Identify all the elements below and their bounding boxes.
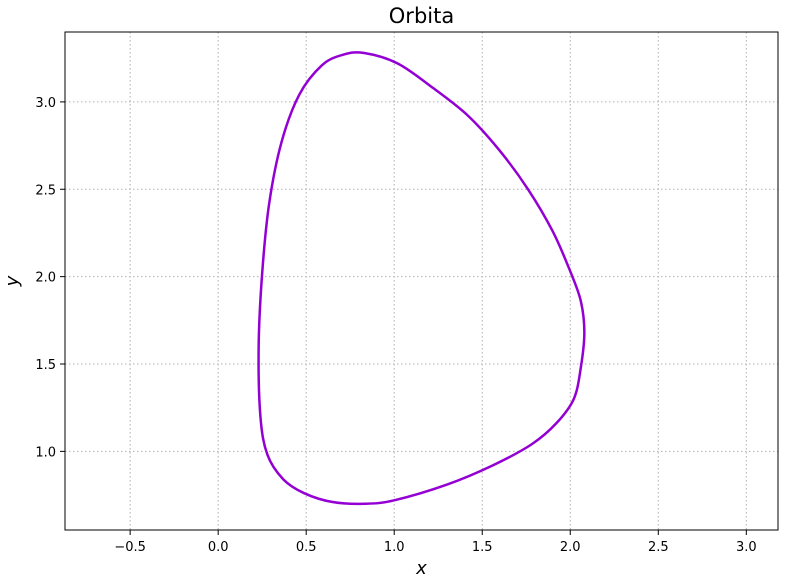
x-axis-title: x bbox=[415, 558, 427, 579]
y-tick-label: 3.0 bbox=[35, 96, 56, 111]
grid bbox=[65, 32, 778, 530]
y-axis: 1.0 1.5 2.0 2.5 3.0 bbox=[35, 96, 65, 460]
x-tick-label: 1.5 bbox=[472, 540, 493, 555]
x-tick-label: 0.5 bbox=[296, 540, 317, 555]
x-tick-label: 2.5 bbox=[648, 540, 669, 555]
chart-title: Orbita bbox=[389, 4, 454, 28]
x-tick-label: −0.5 bbox=[114, 540, 146, 555]
x-tick-label: 3.0 bbox=[736, 540, 757, 555]
y-tick-label: 1.5 bbox=[35, 358, 56, 373]
y-axis-title: y bbox=[2, 275, 23, 287]
plot-frame bbox=[64, 31, 779, 531]
y-tick-label: 2.5 bbox=[35, 183, 56, 198]
series-group bbox=[257, 51, 586, 506]
x-tick-label: 1.0 bbox=[384, 540, 405, 555]
y-tick-label: 2.0 bbox=[35, 271, 56, 286]
x-axis: −0.5 0.0 0.5 1.0 1.5 2.0 2.5 3.0 bbox=[114, 530, 757, 555]
orbit-line bbox=[257, 51, 586, 506]
x-tick-label: 0.0 bbox=[208, 540, 229, 555]
x-tick-label: 2.0 bbox=[560, 540, 581, 555]
y-tick-label: 1.0 bbox=[35, 445, 56, 460]
